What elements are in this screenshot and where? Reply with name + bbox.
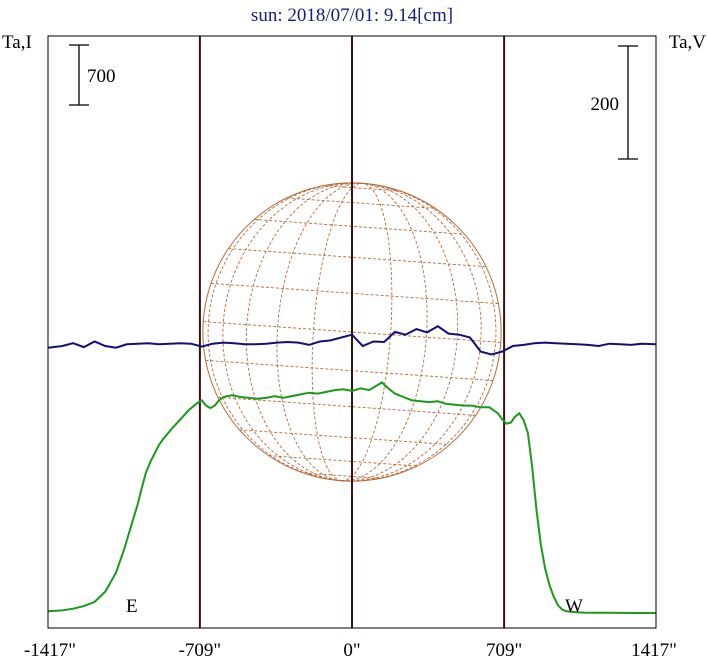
meridian-line (207, 182, 363, 482)
parallel-line (268, 455, 418, 467)
x-tick-label: 0" (343, 640, 360, 661)
plot-frame (47, 35, 657, 629)
limb-markers (198, 36, 506, 628)
parallel-line (205, 359, 494, 382)
parallel-line (303, 472, 381, 479)
series-line-ta-v (47, 325, 657, 356)
scale-bar-left: 700 (69, 44, 116, 106)
parallel-line (239, 429, 450, 446)
parallel-line (254, 218, 465, 235)
y-axis-label-right: Ta,V (669, 32, 706, 53)
x-tick-label: -709" (179, 640, 222, 661)
series-line-ta-i (47, 381, 656, 614)
x-tick-label: 709" (486, 640, 522, 661)
chart-title: sun: 2018/07/01: 9.14[cm] (251, 5, 453, 26)
meridian-line (341, 182, 497, 482)
west-limb-label: W (565, 596, 583, 617)
x-tick-label: -1417" (24, 640, 76, 661)
scale-bar-right-label: 200 (591, 94, 620, 115)
parallel-line (228, 248, 487, 268)
parallel-line (286, 197, 436, 209)
scale-bar-left-label: 700 (87, 66, 116, 87)
east-limb-label: E (126, 596, 138, 617)
meridian-line (222, 182, 363, 482)
x-tick-label: 1417" (631, 640, 677, 661)
parallel-line (323, 185, 401, 192)
series-layer (47, 325, 657, 614)
parallel-line (217, 396, 476, 416)
y-axis-label-left: Ta,I (2, 32, 32, 53)
parallel-line (210, 282, 499, 305)
scale-bar-right: 200 (591, 45, 638, 160)
x-axis-ticks: -1417" -709" 0" 709" 1417" (24, 640, 677, 661)
